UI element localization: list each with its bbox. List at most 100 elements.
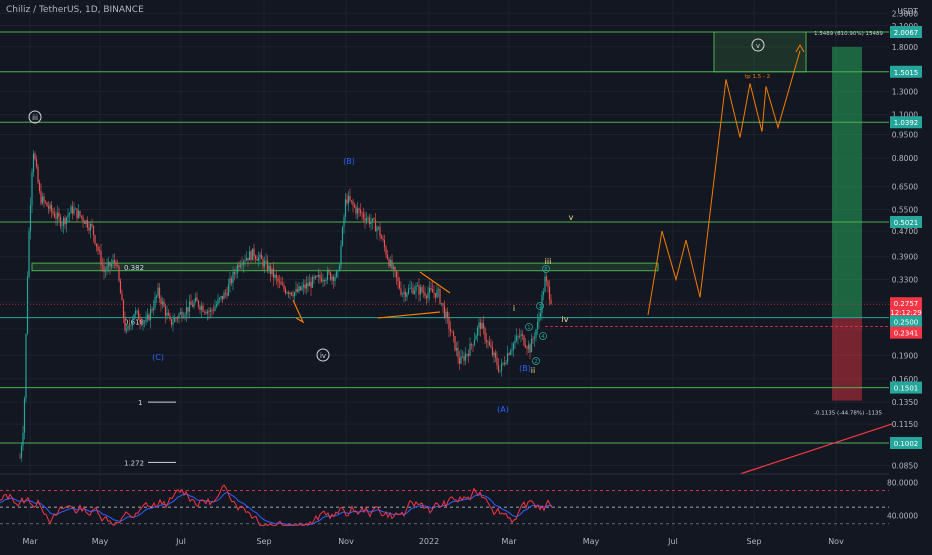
candle-body (229, 278, 231, 285)
candle-body (94, 235, 96, 244)
candle-body (52, 211, 54, 214)
candle-body (32, 153, 35, 173)
candle-body (121, 293, 123, 301)
wave-label: (B) (519, 364, 531, 373)
candle-body (280, 281, 282, 285)
candle-body (410, 287, 413, 289)
candle-body (139, 319, 141, 322)
candle-body (164, 306, 167, 316)
candle-body (247, 258, 249, 261)
candle-body (233, 272, 236, 274)
candle-body (382, 238, 384, 241)
candle-body (412, 287, 414, 294)
candle-body (23, 398, 26, 433)
candle-body (362, 213, 365, 218)
candle-body (130, 325, 132, 327)
candle-body (125, 329, 128, 331)
candle-body (356, 208, 359, 214)
price-label-text: 0.1501 (894, 385, 919, 393)
candle-body (28, 231, 30, 277)
candle-body (361, 212, 363, 214)
candle-body (529, 344, 531, 353)
time-tick: Sep (256, 537, 271, 546)
candle-body (250, 251, 252, 261)
price-tick: 0.8000 (892, 154, 918, 163)
candle-body (137, 310, 140, 320)
wave-circle (525, 323, 533, 331)
candle-body (308, 281, 311, 287)
candle-body (506, 353, 509, 363)
wedge-2b (377, 311, 441, 319)
candle-body (347, 195, 350, 204)
price-tick: 0.4700 (892, 227, 918, 236)
candle-body (172, 322, 174, 325)
candle-body (187, 307, 189, 312)
time-tick: Jul (175, 537, 186, 546)
candle-body (419, 287, 422, 295)
candle-body (157, 287, 159, 296)
candle-body (349, 195, 351, 201)
candle-body (403, 291, 405, 295)
candle-body (482, 323, 485, 329)
candle-body (319, 274, 321, 279)
time-tick: Mar (22, 537, 38, 546)
candle-body (47, 206, 50, 209)
candle-body (416, 285, 419, 287)
candle-body (527, 344, 530, 349)
candle-body (337, 270, 339, 272)
candle-body (79, 210, 81, 216)
candle-body (251, 248, 254, 261)
time-tick: Nov (338, 537, 354, 546)
candle-body (238, 265, 240, 268)
candle-body (455, 347, 458, 351)
price-tick: 1.3000 (892, 88, 918, 97)
candle-body (518, 336, 521, 337)
candle-body (389, 260, 392, 267)
candle-body (323, 280, 326, 282)
candle-body (442, 303, 444, 306)
candle-body (463, 356, 465, 361)
candle-body (232, 272, 234, 283)
candle-body (503, 362, 506, 365)
fib-label: 0.382 (124, 264, 144, 272)
candle-body (542, 291, 545, 296)
candle-body (191, 304, 194, 307)
candle-body (373, 218, 375, 220)
trendline (739, 423, 893, 475)
candle-body (194, 297, 197, 303)
symbol-title: Chiliz / TetherUS, 1D, BINANCE (6, 5, 144, 15)
candle-body (536, 321, 539, 330)
candle-body (379, 226, 381, 237)
candle-body (421, 287, 423, 292)
candle-body (263, 261, 266, 267)
wave-circle (28, 110, 42, 124)
candle-body (37, 166, 39, 183)
candle-body (502, 362, 504, 364)
candle-body (92, 225, 95, 236)
candle-body (340, 245, 342, 266)
candle-body (88, 227, 90, 231)
candle-body (352, 201, 354, 206)
wave-label: 4 (541, 334, 544, 340)
candle-body (184, 314, 186, 317)
candle-body (467, 354, 470, 356)
candle-body (190, 301, 192, 305)
candle-body (400, 288, 402, 295)
price-label-text: 0.2341 (894, 330, 919, 338)
candle-body (259, 254, 261, 258)
candle-body (517, 336, 519, 337)
time-tick: May (583, 537, 600, 546)
candle-body (166, 312, 168, 316)
candle-body (380, 236, 383, 239)
price-label-box (890, 215, 922, 228)
projection-arrow (795, 43, 805, 53)
candle-body (470, 343, 473, 345)
candle-body (488, 341, 491, 346)
candle-body (500, 363, 503, 371)
candle-body (26, 276, 29, 335)
wave-circle (532, 357, 540, 365)
fib-label: 1.272 (124, 459, 144, 467)
candle-body (365, 218, 368, 221)
